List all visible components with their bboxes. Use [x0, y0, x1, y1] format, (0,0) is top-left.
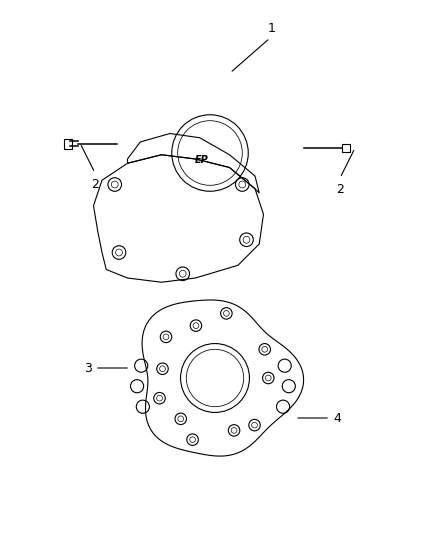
Text: 2: 2 [91, 178, 99, 191]
Text: 2: 2 [336, 183, 344, 196]
Text: 3: 3 [84, 361, 92, 375]
Text: EP: EP [195, 155, 209, 165]
Bar [342, 144, 350, 152]
Text: 1: 1 [268, 22, 276, 35]
Text: 4: 4 [333, 411, 341, 424]
Bar [64, 139, 72, 149]
